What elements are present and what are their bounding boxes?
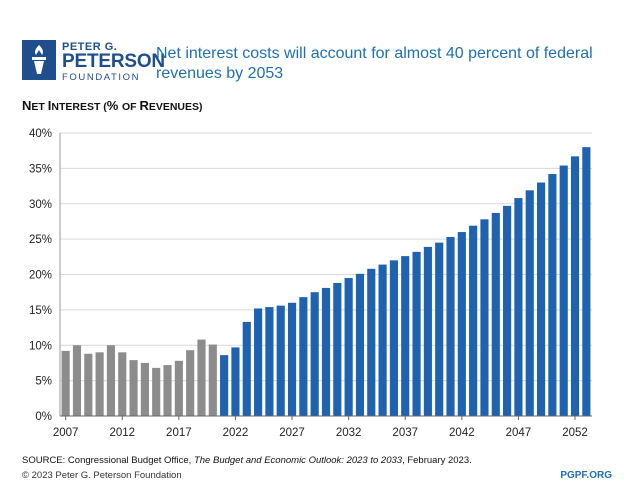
bar [480, 219, 489, 416]
bar [514, 198, 523, 416]
bar [446, 237, 455, 416]
source-suffix: , February 2023. [402, 455, 472, 466]
bar-chart: 0%5%10%15%20%25%30%35%40% 2007 2012 2017 20… [29, 128, 592, 439]
bar [559, 165, 568, 416]
bar [163, 365, 172, 416]
bar [491, 212, 500, 416]
bar [355, 273, 365, 416]
bar [129, 360, 138, 416]
bars [61, 147, 591, 416]
bar [457, 232, 466, 416]
bar [389, 260, 398, 416]
bar [265, 307, 274, 416]
chart-title-i: I [47, 98, 52, 113]
bar [208, 344, 217, 416]
bar [299, 297, 308, 416]
headline: Net interest costs will account for almo… [156, 45, 593, 82]
bar [220, 355, 229, 416]
y-tick-label: 40% [29, 128, 52, 140]
y-tick-label: 20% [29, 270, 52, 282]
source-prefix: SOURCE: Congressional Budget Office, [22, 455, 194, 466]
bar [503, 205, 512, 416]
bar [231, 347, 240, 416]
bar [525, 190, 534, 416]
y-tick-label: 10% [29, 340, 52, 352]
y-tick-label: 15% [29, 305, 52, 317]
site-link[interactable]: PGPF.ORG [560, 470, 612, 481]
x-axis: 2007 2012 2017 2022 2027 2032 2037 2042 2047 2052 [53, 415, 592, 439]
x-tick-label: 2037 [392, 427, 418, 439]
bar [118, 352, 127, 416]
x-tick-label: 2007 [53, 427, 79, 439]
bar [321, 287, 331, 416]
bar [367, 268, 376, 416]
bar [582, 147, 591, 416]
torch-icon [22, 40, 56, 80]
bar [84, 353, 93, 416]
y-tick-label: 5% [35, 376, 52, 388]
logo-line-1: PETER G. [62, 41, 118, 53]
chart-title-evenues: EVENUES) [148, 101, 203, 113]
chart-title-et: ET [31, 101, 48, 113]
bar [401, 256, 410, 416]
bar [344, 278, 353, 416]
source-note: SOURCE: Congressional Budget Office, The… [22, 455, 472, 466]
y-tick-label: 25% [29, 234, 52, 246]
bar [412, 251, 421, 416]
x-tick-label: 2022 [223, 427, 249, 439]
bar [287, 302, 297, 416]
x-tick-label: 2042 [449, 427, 475, 439]
y-tick-label: 35% [29, 163, 52, 175]
bar [333, 282, 342, 416]
x-tick-label: 2052 [562, 427, 588, 439]
bar [242, 321, 251, 416]
chart-title-of: OF [121, 101, 140, 113]
bar [469, 225, 478, 416]
chart-title-nterest: NTEREST ( [51, 101, 107, 113]
chart-title-n: N [22, 98, 32, 113]
bar [197, 339, 206, 416]
bar [61, 350, 70, 416]
x-tick-label: 2027 [279, 427, 305, 439]
bar [152, 367, 161, 416]
logo-line-3: FOUNDATION [62, 72, 141, 83]
bar [72, 345, 82, 416]
bar [378, 264, 387, 416]
logo: PETER G. PETERSON FOUNDATION [22, 40, 165, 84]
chart-title-pct: % [106, 98, 122, 113]
bar [106, 345, 116, 416]
chart-title: NET INTEREST (% OF REVENUES) [22, 98, 203, 113]
bar [186, 350, 195, 416]
bar [570, 156, 580, 416]
bar [310, 292, 319, 416]
y-tick-label: 30% [29, 199, 52, 211]
y-tick-label: 0% [35, 411, 52, 423]
x-tick-label: 2012 [109, 427, 135, 439]
bar [254, 308, 263, 416]
bar [423, 246, 432, 416]
chart-title-r: R [139, 98, 149, 113]
bar [536, 182, 546, 416]
x-tick-label: 2047 [506, 427, 532, 439]
bar [435, 242, 444, 416]
source-title: The Budget and Economic Outlook: 2023 to… [193, 455, 403, 466]
bar [174, 360, 183, 416]
bar [140, 362, 149, 416]
x-tick-label: 2017 [166, 427, 192, 439]
x-tick-label: 2032 [336, 427, 362, 439]
bar [95, 352, 104, 416]
y-axis: 0% 5% 10% 15% 20% 25% 30% 35% 40% [29, 128, 61, 423]
copyright: © 2023 Peter G. Peterson Foundation [22, 470, 182, 481]
bar [548, 174, 557, 416]
logo-line-2: PETERSON [62, 51, 165, 72]
bar [276, 305, 285, 416]
